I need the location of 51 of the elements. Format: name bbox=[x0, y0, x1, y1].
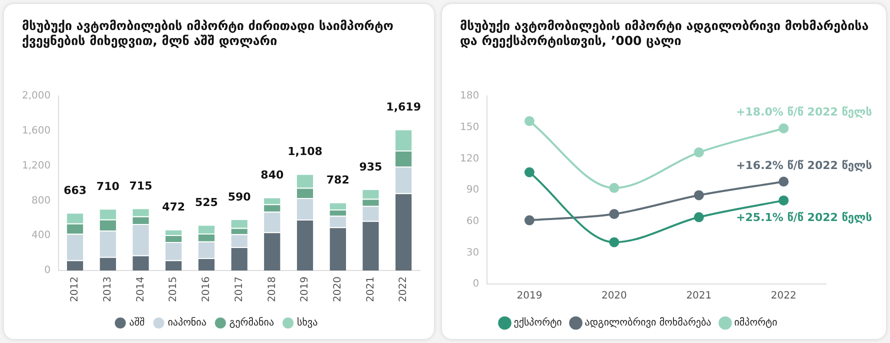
legend-label: იაპონია bbox=[168, 316, 206, 329]
x-tick-label: 2013 bbox=[102, 276, 114, 302]
annotation: +18.0% წ/წ 2022 წელს bbox=[736, 106, 872, 119]
chart-title: მსუბუქი ავტომობილების იმპორტი ადგილობრივი მოხმარებისა და რეექსპორტისთვის, ’000 ცალი bbox=[459, 17, 870, 50]
total-label: 590 bbox=[228, 190, 252, 204]
total-label: 472 bbox=[162, 200, 186, 214]
y-tick-label: 1,200 bbox=[22, 160, 51, 172]
y-tick-label: 90 bbox=[466, 184, 480, 196]
y-tick-label: 0 bbox=[44, 265, 51, 276]
y-tick-label: 60 bbox=[466, 216, 480, 227]
y-tick-label: 1,600 bbox=[22, 126, 51, 137]
x-tick-label: 2012 bbox=[70, 276, 81, 302]
total-label: 710 bbox=[96, 180, 120, 193]
y-tick-label: 30 bbox=[466, 247, 480, 258]
x-tick-label: 2020 bbox=[601, 290, 627, 302]
x-tick-label: 2015 bbox=[168, 276, 180, 302]
y-tick-label: 400 bbox=[32, 230, 51, 242]
y-tick-label: 120 bbox=[460, 153, 480, 164]
legend-label: იმპორტი bbox=[734, 316, 778, 329]
chart-title: მსუბუქი ავტომობილების იმპორტი ძირითადი საიმპორტო ქვეყნების მიხედვით, მლნ აშშ დოლარი bbox=[21, 17, 394, 50]
x-tick-label: 2022 bbox=[770, 290, 796, 302]
x-tick-label: 2022 bbox=[398, 276, 410, 302]
total-label: 525 bbox=[194, 196, 218, 210]
total-label: 663 bbox=[64, 184, 87, 198]
x-tick-label: 2019 bbox=[300, 276, 311, 302]
total-label: 1,108 bbox=[288, 145, 322, 158]
annotation: +16.2% წ/წ 2022 წელს bbox=[736, 159, 872, 172]
x-tick-label: 2020 bbox=[332, 276, 344, 302]
x-tick-label: 2018 bbox=[266, 276, 278, 302]
y-tick-label: 800 bbox=[32, 195, 51, 206]
y-tick-label: 2,000 bbox=[22, 90, 51, 102]
legend-label: სხვა bbox=[297, 316, 318, 329]
y-tick-label: 0 bbox=[472, 278, 480, 290]
x-tick-label: 2016 bbox=[201, 276, 212, 302]
total-label: 935 bbox=[359, 160, 382, 174]
y-tick-label: 180 bbox=[460, 90, 480, 102]
legend-label: აშშ bbox=[129, 316, 145, 329]
y-tick-label: 150 bbox=[460, 122, 480, 133]
x-tick-label: 2017 bbox=[234, 276, 245, 302]
annotation: +25.1% წ/წ 2022 წელს bbox=[736, 210, 872, 224]
legend-label: გერმანია bbox=[229, 316, 274, 329]
x-tick-label: 2019 bbox=[516, 290, 542, 302]
legend-label: ექსპორტი bbox=[514, 316, 562, 329]
x-tick-label: 2021 bbox=[686, 290, 712, 302]
legend-label: ადგილობრივი მოხმარება bbox=[584, 316, 712, 329]
total-label: 715 bbox=[129, 180, 152, 193]
total-label: 1,619 bbox=[386, 100, 421, 114]
x-tick-label: 2014 bbox=[135, 276, 146, 302]
total-label: 840 bbox=[260, 168, 284, 182]
total-label: 782 bbox=[326, 174, 350, 187]
x-tick-label: 2021 bbox=[365, 276, 376, 302]
